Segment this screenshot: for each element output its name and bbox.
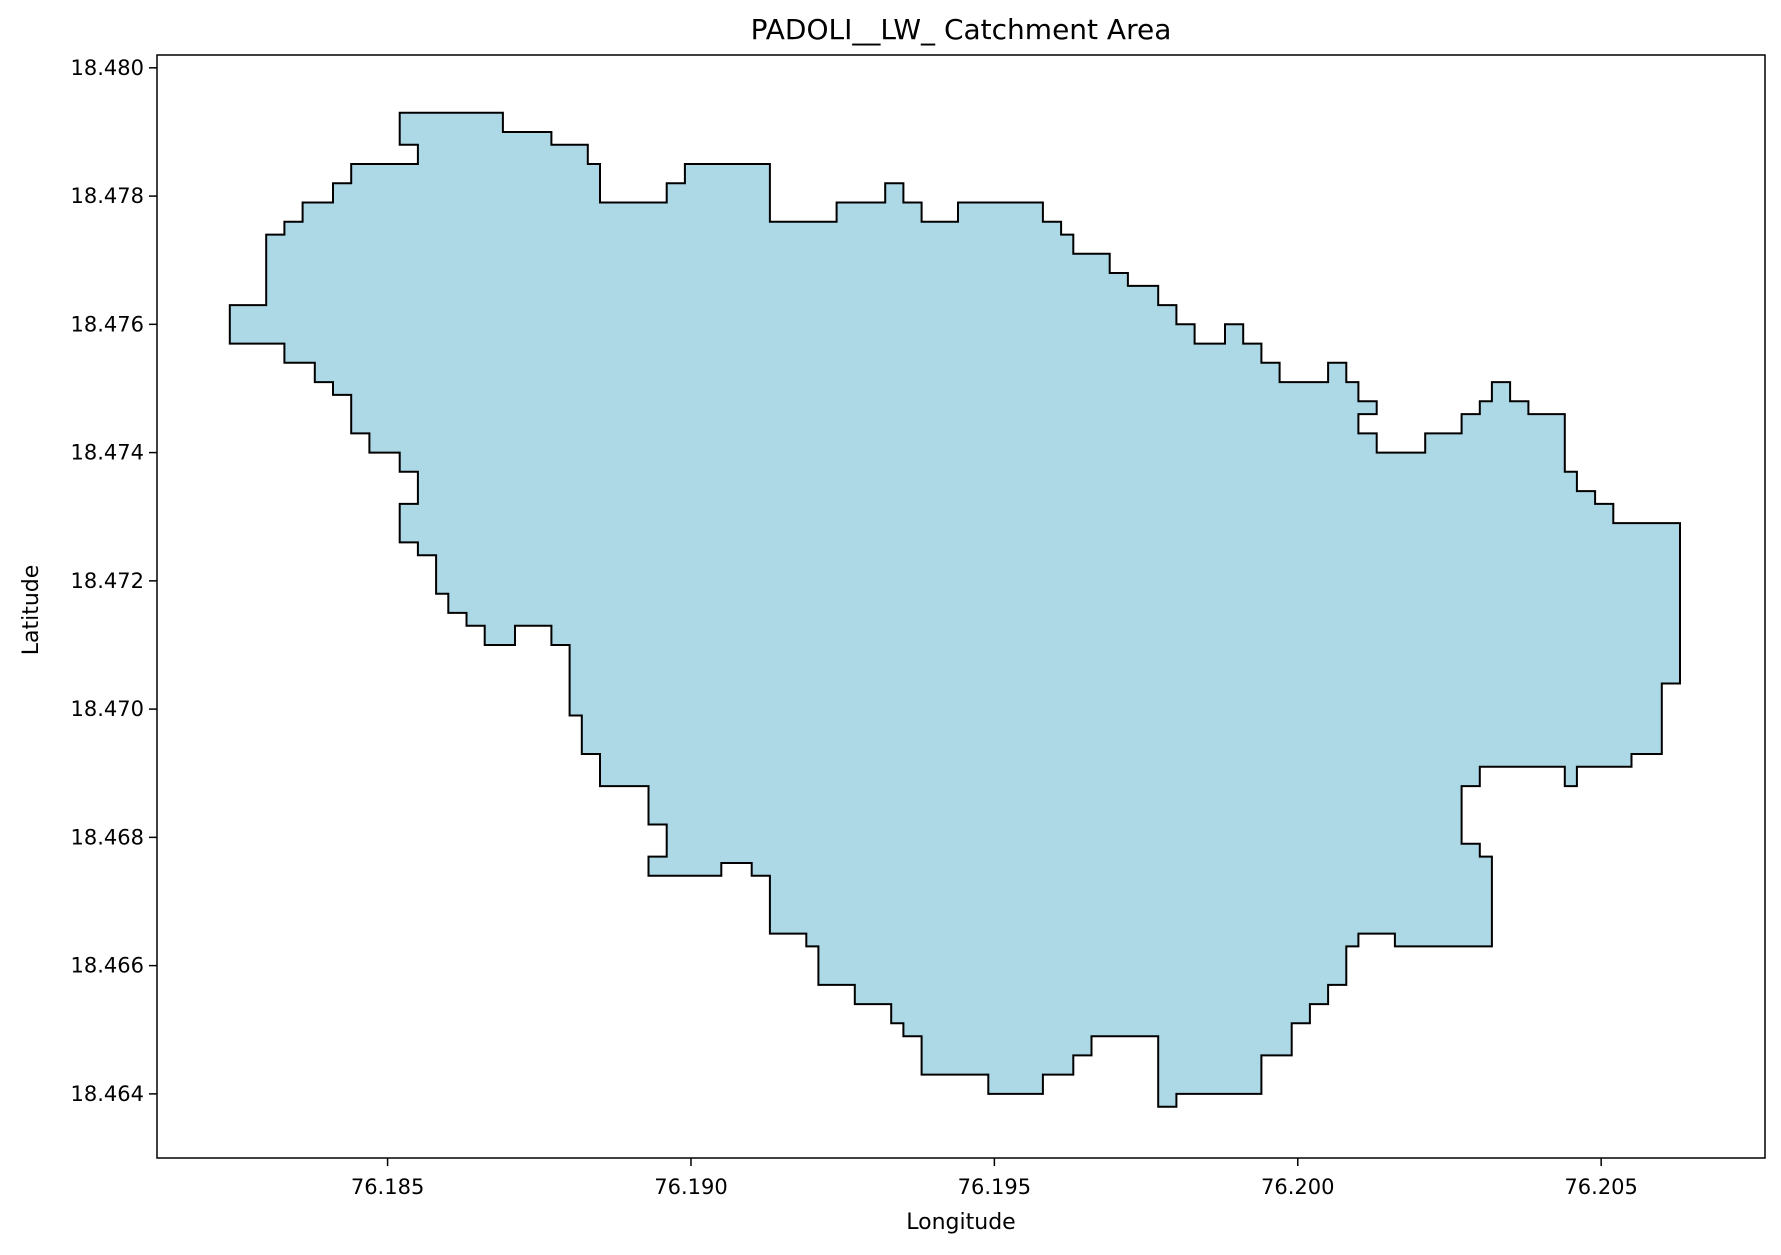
x-tick-label: 76.195 <box>958 1175 1031 1199</box>
y-axis-ticks: 18.464 18.466 18.468 18.470 18.472 18.474 18.4… <box>71 56 157 1106</box>
x-axis-label: Longitude <box>906 1210 1015 1235</box>
x-axis-ticks: 76.185 76.190 76.195 76.200 76.205 <box>351 1158 1638 1199</box>
y-tick-label: 18.474 <box>71 441 144 465</box>
y-tick-label: 18.464 <box>71 1082 144 1106</box>
y-tick-label: 18.468 <box>71 825 144 849</box>
y-tick-label: 18.472 <box>71 569 144 593</box>
y-tick-label: 18.478 <box>71 184 144 208</box>
y-axis-label: Latitude <box>19 565 44 656</box>
catchment-polygon <box>228 111 1681 1108</box>
y-tick-label: 18.480 <box>71 56 144 80</box>
y-tick-label: 18.476 <box>71 312 144 336</box>
y-tick-label: 18.470 <box>71 697 144 721</box>
x-tick-label: 76.200 <box>1261 1175 1334 1199</box>
x-tick-label: 76.185 <box>351 1175 424 1199</box>
x-tick-label: 76.190 <box>654 1175 727 1199</box>
plot-frame <box>156 54 1766 1159</box>
x-tick-label: 76.205 <box>1564 1175 1637 1199</box>
y-tick-label: 18.466 <box>71 954 144 978</box>
chart-title: PADOLI__LW_ Catchment Area <box>751 13 1172 46</box>
